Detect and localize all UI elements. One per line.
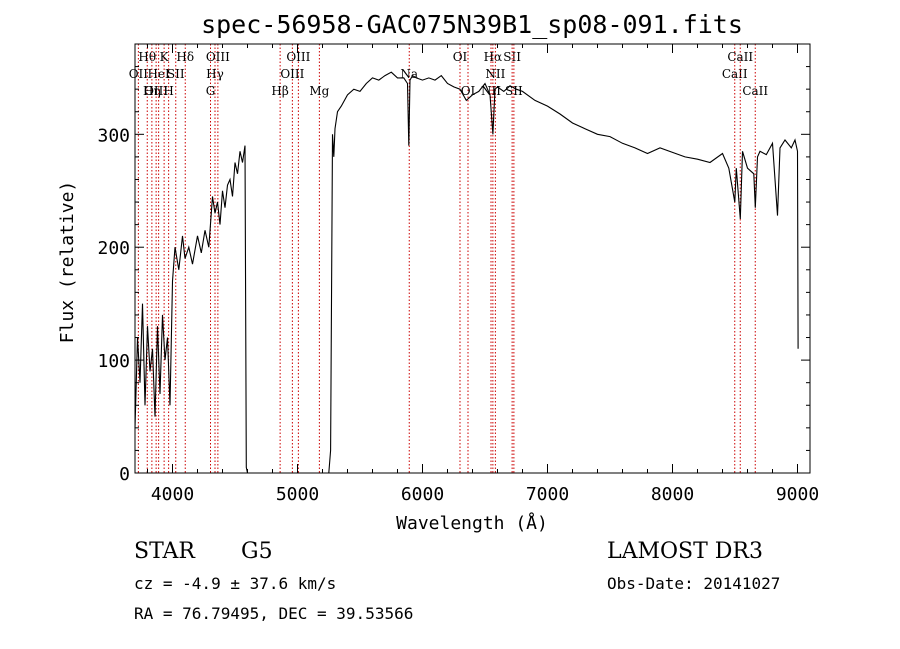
cz-value: cz = -4.9 ± 37.6 km/s [134,574,337,593]
line-marker-label: OIII [286,50,310,64]
line-marker-label: OIII [206,50,230,64]
x-tick-label: 8000 [651,484,694,505]
x-axis: 4000 5000 6000 7000 8000 9000 [147,44,819,505]
line-marker-label: CaII [727,50,753,64]
x-tick-label: 6000 [401,484,444,505]
survey-label: LAMOST DR3 [607,539,763,564]
line-marker-label: SII [505,84,523,98]
line-marker-label: NII [481,84,501,98]
line-marker-label: OIII [280,67,304,81]
line-marker-label: OI [453,50,468,64]
line-marker-label: Hβ [271,84,288,98]
line-marker-label: Hθ [138,50,156,64]
line-marker-label: OII [129,67,149,81]
line-marker-label: HeI [147,67,170,81]
line-marker-label: OI [461,84,476,98]
x-tick-label: 4000 [151,484,194,505]
line-marker-label: K [160,50,170,64]
class-label: STAR [134,539,195,564]
y-axis: 0 100 200 300 [97,43,810,485]
spectrum-line [134,71,799,474]
x-tick-label: 5000 [276,484,319,505]
line-marker-label: SII [167,67,185,81]
line-marker-label: Hδ [176,50,194,64]
line-marker-label: Hα [484,50,503,64]
line-marker-label: G [206,84,216,98]
line-marker-label: SII [503,50,521,64]
subclass-label: G5 [241,539,273,564]
y-tick-label: 100 [97,351,130,372]
line-marker-label: CaII [722,67,748,81]
y-tick-label: 200 [97,238,130,259]
line-marker-label: Na [400,67,418,81]
line-marker-label: NII [485,67,505,81]
line-marker-label: Mg [309,84,329,98]
coordinates: RA = 76.79495, DEC = 39.53566 [134,604,414,623]
line-marker-label: OIII [144,84,168,98]
obs-date: Obs-Date: 20141027 [607,574,781,593]
x-axis-label: Wavelength (Å) [396,512,548,534]
y-tick-label: 0 [119,464,130,485]
chart-title: spec-56958-GAC075N39B1_sp08-091.fits [201,10,743,39]
plot-frame [134,43,811,474]
y-tick-label: 300 [97,125,130,146]
y-axis-label: Flux (relative) [57,181,78,344]
line-marker-label: H [163,84,173,98]
x-tick-label: 9000 [776,484,819,505]
line-markers: OIIHθHηOIIIHeIKHSIIHδGHγOIIIHβOIIIOIIIMg… [129,44,768,473]
x-tick-label: 7000 [526,484,569,505]
line-marker-label: CaII [742,84,768,98]
line-marker-label: Hγ [206,67,224,81]
